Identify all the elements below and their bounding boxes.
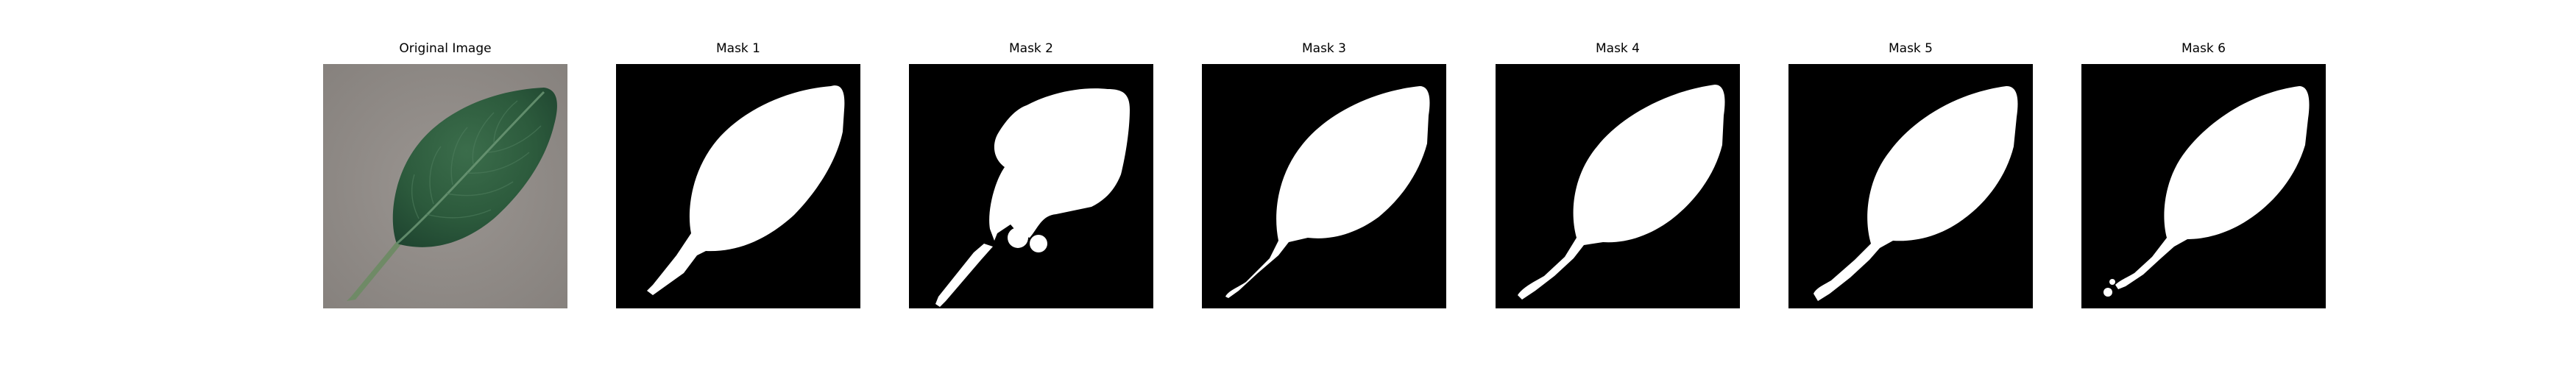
mask-1-image — [616, 64, 860, 308]
original-leaf-image — [323, 64, 567, 308]
original-image-panel: Original Image — [323, 41, 567, 309]
mask-6-panel: Mask 6 — [2081, 41, 2326, 309]
mask-2-title: Mask 2 — [1008, 41, 1053, 56]
mask-4-image — [1496, 64, 1740, 308]
mask-5-image — [1788, 64, 2033, 308]
mask-6-image — [2081, 64, 2326, 308]
mask-5-title: Mask 5 — [1888, 41, 1933, 56]
mask-3-image — [1202, 64, 1446, 308]
mask-6-title: Mask 6 — [2181, 41, 2226, 56]
original-image-title: Original Image — [399, 41, 492, 56]
mask-1-panel: Mask 1 — [616, 41, 860, 309]
mask-1-title: Mask 1 — [715, 41, 760, 56]
mask-4-panel: Mask 4 — [1496, 41, 1740, 309]
mask-2-image — [909, 64, 1153, 308]
mask-3-title: Mask 3 — [1301, 41, 1346, 56]
mask-4-title: Mask 4 — [1595, 41, 1640, 56]
mask-5-panel: Mask 5 — [1788, 41, 2033, 309]
mask-2-panel: Mask 2 — [909, 41, 1153, 309]
mask-3-panel: Mask 3 — [1202, 41, 1446, 309]
